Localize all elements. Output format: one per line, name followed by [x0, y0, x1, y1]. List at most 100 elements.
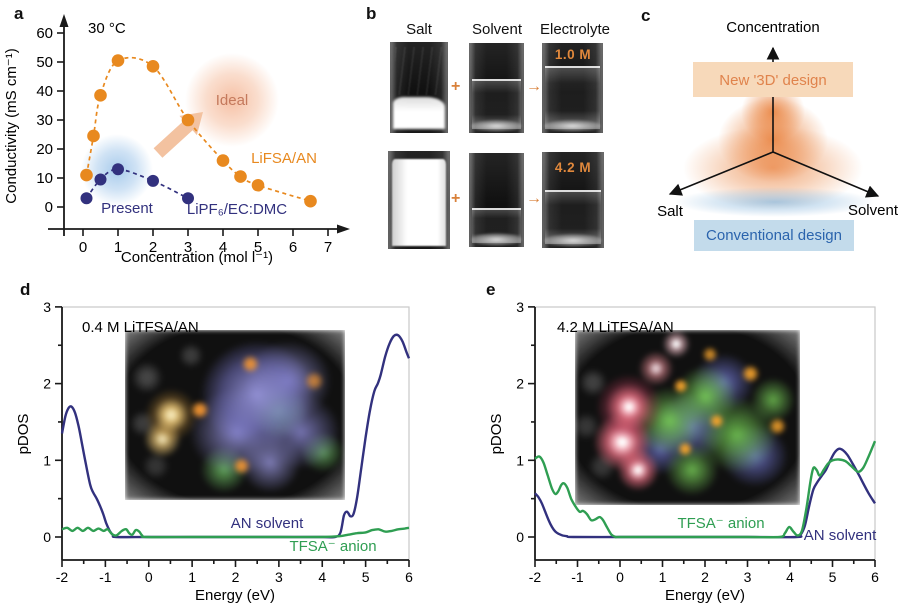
svg-text:0: 0: [43, 529, 51, 545]
chart-title: 0.4 M LiTFSA/AN: [82, 319, 199, 336]
svg-text:0: 0: [79, 239, 87, 256]
x-axis-title: Energy (eV): [665, 587, 745, 604]
photo-solvent-row2: [469, 153, 524, 247]
svg-text:1: 1: [43, 452, 51, 468]
svg-text:0: 0: [45, 199, 53, 216]
vial-glass: [469, 43, 524, 133]
panel-a-letter: a: [14, 4, 24, 23]
svg-text:5: 5: [829, 569, 837, 585]
pdos-chart-concentrated: -2 -1 0 1 2 3 4 5 6 0 1 2 3 4.2 M LiTFSA/AN TFSA⁻ an…: [488, 299, 879, 604]
y-axis-title: pDOS: [488, 414, 505, 455]
x-axis-title: Concentration (mol l⁻¹): [121, 249, 273, 266]
svg-text:5: 5: [254, 239, 262, 256]
panel-b-letter: b: [366, 4, 377, 23]
new-design-box: [693, 62, 853, 97]
svg-text:-2: -2: [56, 569, 69, 585]
x-axis-title: Energy (eV): [195, 587, 275, 604]
svg-text:-1: -1: [99, 569, 112, 585]
vial-glass: [469, 153, 524, 247]
conventional-design-box: [694, 220, 854, 251]
conductivity-chart: 0 1 2 3 4 5 6 7 0 10 20 30 40 50 60 30 °C Ideal Presen…: [3, 14, 350, 266]
temperature-note: 30 °C: [88, 20, 126, 37]
y-axis-title: pDOS: [15, 414, 32, 455]
photo-electrolyte-row2: [542, 152, 604, 248]
conventional-design-label: Conventional design: [706, 227, 842, 244]
svg-text:1: 1: [659, 569, 667, 585]
vial-base-highlight: [543, 233, 603, 248]
svg-text:2: 2: [232, 569, 240, 585]
molarity-badge-2: 4.2 M: [554, 160, 592, 175]
plot-area: 0 1 2 3 4 5 6 7 0 10 20 30 40 50 60: [36, 25, 332, 256]
panel-e-letter: e: [486, 280, 496, 299]
photo-salt-row1: [390, 42, 448, 133]
photo-solvent-row1: [469, 43, 524, 133]
panel-d-letter: d: [20, 280, 31, 299]
svg-text:2: 2: [701, 569, 709, 585]
svg-text:3: 3: [43, 299, 51, 315]
plus-icon: +: [451, 78, 461, 95]
svg-text:40: 40: [36, 83, 53, 100]
salt-powder: [392, 158, 446, 247]
pdos-chart-dilute: -2 -1 0 1 2 3 4 5 6 0 1 2 3 0.4 M LiTFSA/AN AN solve…: [15, 299, 413, 604]
svg-text:6: 6: [289, 239, 297, 256]
solvent-axis-label: Solvent: [848, 202, 899, 219]
present-label: Present: [101, 200, 154, 217]
svg-text:0: 0: [516, 529, 524, 545]
svg-text:3: 3: [275, 569, 283, 585]
chart-title: 4.2 M LiTFSA/AN: [557, 319, 674, 336]
ideal-glow: [185, 53, 279, 147]
svg-text:6: 6: [871, 569, 879, 585]
svg-text:3: 3: [744, 569, 752, 585]
arrow-right-icon: →: [526, 78, 542, 95]
x-axis-arrow-icon: [337, 224, 350, 234]
svg-text:-2: -2: [529, 569, 542, 585]
salt-axis-label: Salt: [657, 203, 684, 220]
arrow-right-icon: →: [526, 190, 542, 207]
plus-icon: +: [451, 190, 461, 207]
svg-text:1: 1: [516, 452, 524, 468]
new-design-label: New '3D' design: [719, 72, 826, 89]
salt-axis: [668, 151, 774, 196]
svg-text:0: 0: [145, 569, 153, 585]
improvement-arrow: [153, 112, 203, 158]
svg-text:2: 2: [43, 376, 51, 392]
legend-an-solvent: AN solvent: [231, 515, 304, 532]
electrolyte-liquid: [545, 66, 600, 130]
svg-text:7: 7: [324, 239, 332, 256]
y-axis-arrow-icon: [59, 14, 69, 27]
md-snapshot-concentrated: [575, 330, 800, 505]
svg-text:0: 0: [616, 569, 624, 585]
photo-salt-row2: [388, 151, 450, 249]
svg-text:6: 6: [405, 569, 413, 585]
svg-text:5: 5: [362, 569, 370, 585]
vial-glass: [542, 152, 604, 248]
panel-c-letter: c: [641, 6, 651, 25]
ideal-label: Ideal: [216, 92, 249, 109]
vial-base-highlight: [470, 119, 523, 133]
svg-text:-1: -1: [571, 569, 584, 585]
svg-text:2: 2: [516, 376, 524, 392]
plot-area: -2 -1 0 1 2 3 4 5 6 0 1 2 3: [43, 299, 413, 585]
column-header-salt: Salt: [406, 21, 432, 38]
photo-electrolyte-row1: [542, 43, 603, 133]
vial-base-highlight: [470, 232, 523, 247]
svg-text:1: 1: [114, 239, 122, 256]
svg-text:1: 1: [188, 569, 196, 585]
column-header-solvent: Solvent: [471, 21, 523, 38]
molarity-badge-1: 1.0 M: [554, 47, 592, 62]
design-space-diagram: Concentration New '3D' design Convention…: [657, 19, 899, 251]
svg-text:30: 30: [36, 112, 53, 129]
svg-text:50: 50: [36, 54, 53, 71]
legend-tfsa-anion: TFSA⁻ anion: [677, 515, 764, 532]
svg-text:20: 20: [36, 141, 53, 158]
svg-text:3: 3: [184, 239, 192, 256]
vial-base-highlight: [543, 119, 602, 133]
svg-text:4: 4: [219, 239, 227, 256]
svg-text:4: 4: [318, 569, 326, 585]
svg-text:4: 4: [786, 569, 794, 585]
column-header-electrolyte: Electrolyte: [539, 21, 611, 38]
salt-powder: [393, 96, 445, 130]
svg-text:2: 2: [149, 239, 157, 256]
series-label-lifsa: LiFSA/AN: [251, 150, 317, 167]
